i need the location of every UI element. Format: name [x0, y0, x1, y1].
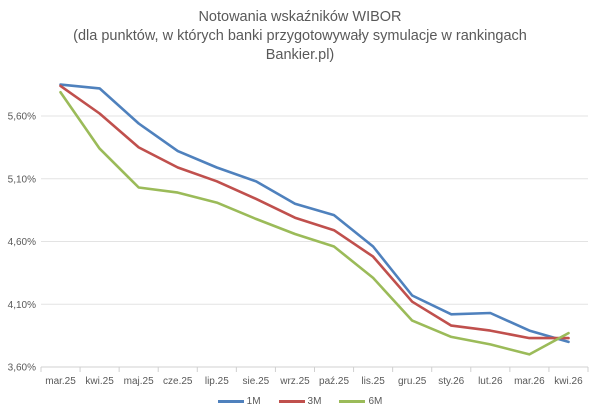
legend-swatch-3m [278, 400, 305, 403]
legend-label-3m: 3M [307, 396, 322, 407]
y-tick-label: 3,60% [8, 363, 36, 374]
x-tick-label: paź.25 [319, 376, 349, 387]
chart-title: Notowania wskaźników WIBOR (dla punktów,… [0, 8, 600, 65]
y-tick-label: 4,10% [8, 300, 36, 311]
x-tick-label: wrz.25 [279, 376, 310, 387]
x-tick-label: sie.25 [243, 376, 270, 387]
x-tick-label: mar.26 [514, 376, 545, 387]
series-line-6m [59, 90, 570, 356]
x-tick-label: sty.26 [438, 376, 464, 387]
x-tick-label: cze.25 [163, 376, 193, 387]
x-tick-label: mar.25 [45, 376, 76, 387]
y-tick-label: 4,60% [8, 237, 36, 248]
legend-item-6m: 6M [339, 396, 382, 407]
legend-item-1m: 1M [217, 396, 261, 407]
legend-swatch-1m [217, 400, 244, 403]
legend-item-3m: 3M [278, 396, 322, 407]
x-tick-label: kwi.25 [85, 376, 114, 387]
x-tick-label: gru.25 [398, 376, 427, 387]
y-tick-label: 5,60% [8, 112, 36, 123]
x-tick-label: kwi.26 [554, 376, 583, 387]
title-line-1: Notowania wskaźników WIBOR [198, 9, 402, 25]
title-line-2: (dla punktów, w których banki przygotowy… [73, 28, 527, 44]
legend-label-1m: 1M [246, 396, 261, 407]
x-tick-label: lut.26 [478, 376, 503, 387]
series-line-1m [59, 83, 570, 344]
legend: 1M 3M 6M [0, 396, 600, 407]
x-tick-label: maj.25 [124, 376, 154, 387]
y-tick-label: 5,10% [8, 174, 36, 185]
series-line-3m [59, 84, 570, 340]
title-line-3: Bankier.pl) [265, 47, 335, 63]
x-tick-label: lip.25 [205, 376, 229, 387]
legend-swatch-6m [339, 400, 366, 403]
legend-label-6m: 6M [368, 396, 383, 407]
x-tick-label: lis.25 [361, 376, 385, 387]
